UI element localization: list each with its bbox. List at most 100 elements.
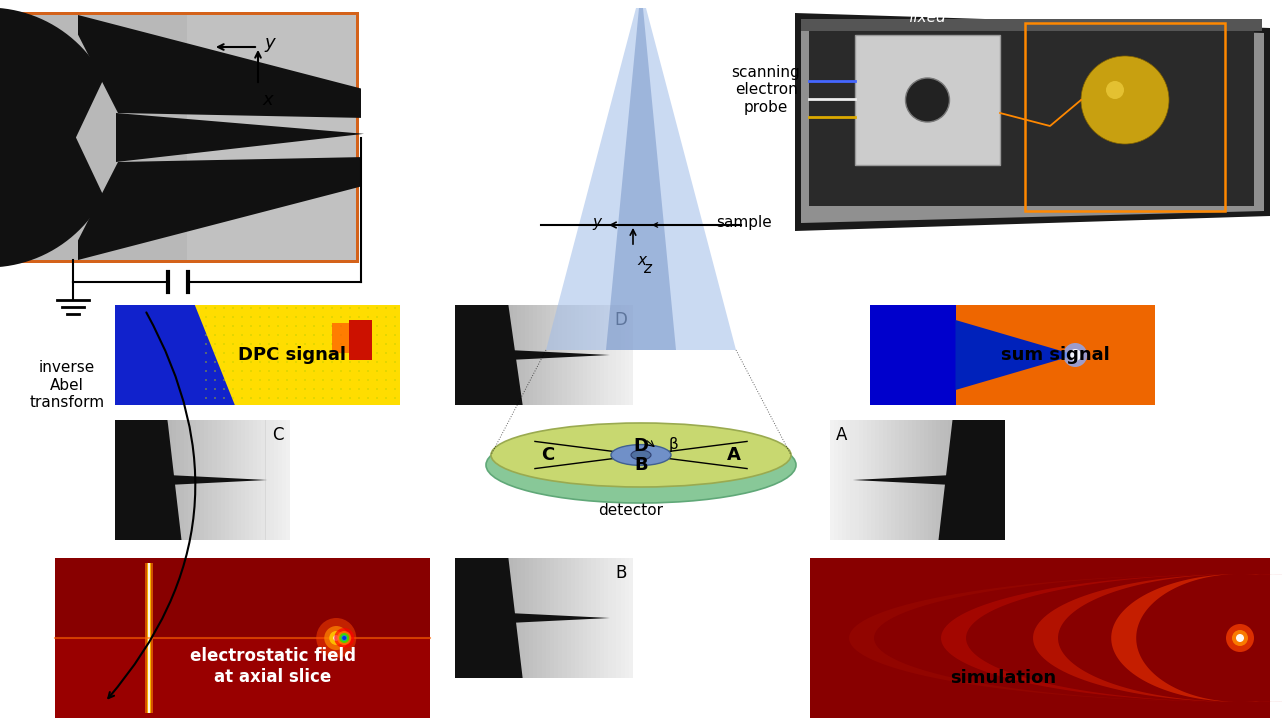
Circle shape — [349, 334, 351, 336]
Circle shape — [277, 388, 279, 390]
Bar — [509, 305, 513, 405]
Circle shape — [223, 370, 226, 372]
Bar — [541, 558, 546, 678]
Text: inverse
Abel
transform: inverse Abel transform — [29, 360, 105, 410]
Bar — [949, 420, 953, 540]
Bar — [349, 320, 372, 360]
Bar — [867, 420, 870, 540]
Circle shape — [241, 343, 244, 345]
Circle shape — [349, 316, 351, 318]
Bar — [870, 420, 874, 540]
Circle shape — [342, 636, 346, 640]
Circle shape — [329, 631, 344, 645]
Bar — [249, 420, 254, 540]
Bar — [55, 558, 429, 718]
Circle shape — [1081, 56, 1169, 144]
Circle shape — [277, 397, 279, 399]
Bar — [883, 420, 887, 540]
Bar — [600, 305, 604, 405]
Circle shape — [205, 352, 206, 354]
Text: sum signal: sum signal — [1001, 346, 1110, 364]
Circle shape — [340, 397, 342, 399]
Bar — [233, 420, 237, 540]
Circle shape — [358, 397, 360, 399]
Bar — [904, 420, 908, 540]
Bar — [554, 305, 558, 405]
Circle shape — [340, 325, 342, 327]
Circle shape — [268, 379, 271, 381]
Circle shape — [340, 352, 342, 354]
Polygon shape — [509, 613, 610, 623]
Circle shape — [313, 397, 315, 399]
Bar — [891, 420, 895, 540]
Bar — [332, 323, 349, 353]
Bar — [554, 558, 558, 678]
Circle shape — [385, 370, 387, 372]
Circle shape — [241, 352, 244, 354]
Circle shape — [259, 307, 262, 309]
Bar — [196, 420, 200, 540]
Circle shape — [205, 316, 206, 318]
Circle shape — [232, 325, 235, 327]
Circle shape — [313, 307, 315, 309]
Bar — [209, 420, 213, 540]
Circle shape — [241, 307, 244, 309]
Circle shape — [259, 397, 262, 399]
Bar — [533, 558, 537, 678]
Circle shape — [367, 361, 369, 363]
Circle shape — [341, 635, 347, 641]
Circle shape — [232, 388, 235, 390]
Bar — [617, 558, 620, 678]
Circle shape — [322, 397, 324, 399]
Circle shape — [232, 307, 235, 309]
Polygon shape — [1033, 574, 1272, 702]
Circle shape — [367, 388, 369, 390]
Circle shape — [268, 307, 271, 309]
Circle shape — [358, 307, 360, 309]
Circle shape — [223, 379, 226, 381]
Circle shape — [358, 325, 360, 327]
Circle shape — [286, 361, 288, 363]
Bar — [838, 420, 842, 540]
Circle shape — [241, 370, 244, 372]
Circle shape — [223, 361, 226, 363]
Circle shape — [331, 352, 333, 354]
Circle shape — [367, 307, 369, 309]
Circle shape — [331, 307, 333, 309]
Bar — [183, 420, 188, 540]
Circle shape — [259, 334, 262, 336]
Circle shape — [268, 361, 271, 363]
Circle shape — [232, 316, 235, 318]
Bar — [574, 558, 579, 678]
Circle shape — [268, 388, 271, 390]
Bar — [15, 12, 359, 263]
Circle shape — [304, 361, 306, 363]
Circle shape — [241, 379, 244, 381]
Bar — [179, 420, 183, 540]
Polygon shape — [78, 157, 362, 260]
Bar — [455, 558, 633, 678]
Circle shape — [349, 388, 351, 390]
Bar — [620, 558, 624, 678]
Circle shape — [1232, 630, 1247, 646]
Bar — [809, 28, 1254, 206]
Polygon shape — [147, 563, 150, 713]
Text: simulation: simulation — [950, 669, 1056, 687]
Circle shape — [358, 388, 360, 390]
Circle shape — [205, 361, 206, 363]
Circle shape — [1106, 81, 1124, 99]
Circle shape — [313, 334, 315, 336]
Circle shape — [349, 397, 351, 399]
Circle shape — [268, 325, 271, 327]
Circle shape — [349, 370, 351, 372]
Text: movable: movable — [1092, 3, 1158, 18]
Circle shape — [385, 307, 387, 309]
Bar — [550, 305, 554, 405]
Circle shape — [322, 379, 324, 381]
Polygon shape — [146, 563, 151, 713]
Bar — [204, 420, 209, 540]
Polygon shape — [115, 420, 182, 540]
Bar — [533, 305, 537, 405]
Polygon shape — [801, 21, 1264, 223]
Circle shape — [367, 379, 369, 381]
